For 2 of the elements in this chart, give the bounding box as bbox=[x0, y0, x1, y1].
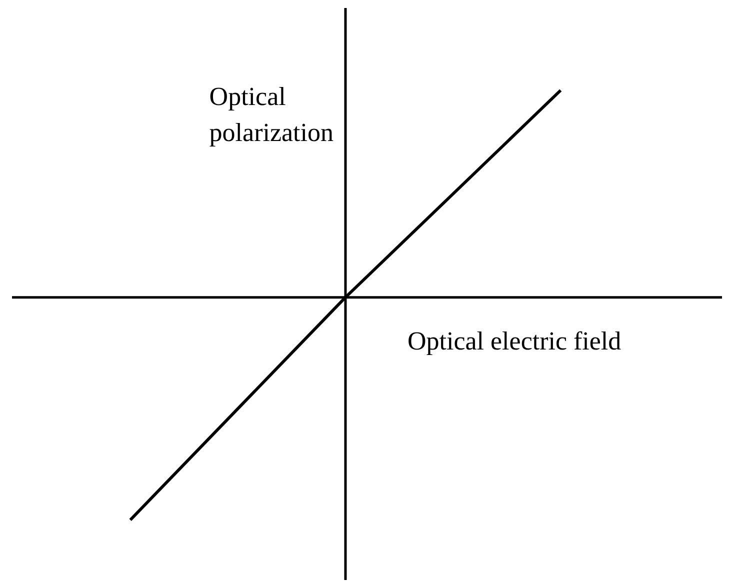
x-axis-title: Optical electric field bbox=[407, 326, 622, 356]
y-axis-title: Optical polarization bbox=[209, 82, 334, 147]
